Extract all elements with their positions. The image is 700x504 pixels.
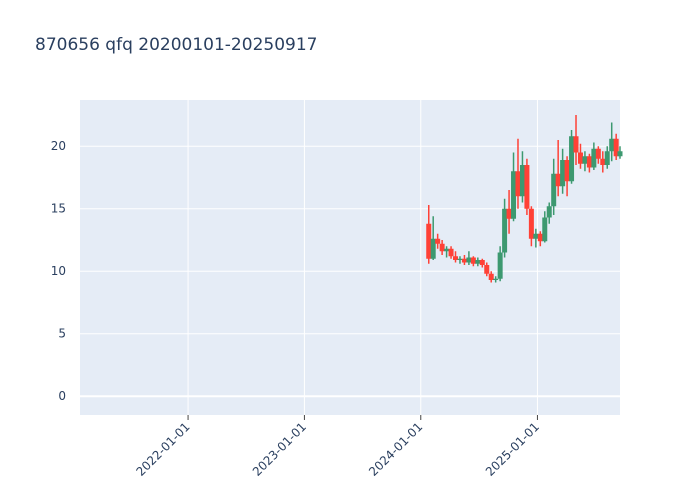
candle-body [502, 208, 508, 253]
candle-body [444, 248, 450, 252]
candle-body [457, 258, 463, 260]
y-tick-label: 10 [51, 264, 66, 278]
candle-body [600, 158, 606, 165]
candle-body [582, 156, 588, 164]
y-tick-label: 20 [51, 139, 66, 153]
candle-body [613, 138, 619, 157]
candle-body [542, 217, 548, 242]
candle-body [448, 248, 454, 257]
candle-body [533, 233, 539, 239]
candle-body [493, 278, 499, 280]
candle-body [537, 233, 543, 242]
candle-body [551, 173, 557, 207]
candle-body [479, 260, 485, 265]
candle-body [461, 258, 467, 263]
candle-body [524, 165, 530, 209]
y-tick-label: 5 [58, 326, 66, 340]
plot-area [80, 100, 620, 415]
candle-body [470, 257, 476, 264]
candle-body [519, 165, 525, 197]
candle-body [497, 252, 503, 279]
candle-body [528, 208, 534, 239]
candle-body [466, 257, 472, 263]
candle-body [617, 151, 623, 157]
candle-body [586, 156, 592, 168]
x-tick-label: 2022-01-01 [133, 420, 192, 479]
candle-body [430, 238, 436, 259]
candle-body [488, 273, 494, 280]
candle-body [426, 223, 432, 259]
candle-body [506, 208, 512, 219]
candle-body [595, 148, 601, 159]
candle-body [453, 256, 459, 260]
candle-body [439, 243, 445, 252]
chart-title: 870656 qfq 20200101-20250917 [35, 35, 317, 55]
candle-body [475, 260, 481, 264]
candle-body [560, 160, 566, 187]
x-tick-label: 2025-01-01 [483, 420, 542, 479]
candle-body [577, 152, 583, 164]
candle-body [546, 206, 552, 218]
x-tick-label: 2024-01-01 [366, 420, 425, 479]
candle-body [564, 160, 570, 182]
candle-body [435, 238, 441, 244]
candle-body [515, 171, 521, 197]
candle-body [609, 138, 615, 152]
candle-body [484, 265, 490, 274]
x-tick-label: 2023-01-01 [250, 420, 309, 479]
candle-body [511, 171, 517, 219]
candle-body [573, 136, 579, 153]
candle-body [591, 148, 597, 168]
y-tick-label: 15 [51, 201, 66, 215]
candle-body [555, 173, 561, 187]
candle-body [604, 151, 610, 165]
candle-body [569, 136, 575, 182]
y-tick-label: 0 [58, 389, 66, 403]
